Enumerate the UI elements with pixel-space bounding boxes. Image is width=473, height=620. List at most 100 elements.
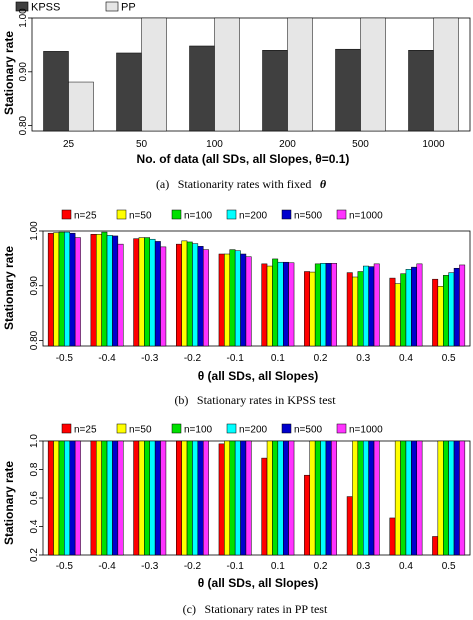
bar xyxy=(144,237,151,347)
bar xyxy=(453,440,460,556)
bar xyxy=(309,440,316,556)
bar xyxy=(320,440,327,556)
bar xyxy=(287,17,313,132)
bar xyxy=(214,17,240,132)
x-tick-label: -0.3 xyxy=(141,353,159,364)
bar xyxy=(314,440,321,556)
bar xyxy=(197,440,204,556)
legend-label: n=500 xyxy=(294,211,323,222)
bar xyxy=(352,440,359,556)
bar xyxy=(186,241,193,347)
bar xyxy=(443,440,449,556)
x-tick-label: 0.3 xyxy=(356,561,370,572)
bar xyxy=(160,440,167,556)
bar xyxy=(245,256,252,347)
legend-swatch xyxy=(116,209,127,220)
panel-c-xlabel: θ (all SDs, all Slopes) xyxy=(198,576,319,590)
bar xyxy=(416,263,423,347)
x-tick-label: 0.1 xyxy=(271,353,285,364)
panel-a-caption-theta: θ xyxy=(320,177,327,191)
bar xyxy=(389,517,396,556)
legend-label: n=100 xyxy=(184,211,213,222)
bar xyxy=(74,237,81,347)
bar xyxy=(149,440,156,556)
bar xyxy=(189,45,215,132)
bar xyxy=(53,232,60,347)
bar xyxy=(197,246,204,347)
bar xyxy=(229,249,236,347)
bar xyxy=(133,238,140,347)
bar xyxy=(266,265,273,347)
bar xyxy=(277,440,284,556)
bar xyxy=(437,440,444,556)
bar xyxy=(192,440,199,556)
legend-swatch xyxy=(281,423,292,434)
bar xyxy=(176,440,182,556)
bar xyxy=(360,17,386,132)
bar xyxy=(368,266,375,347)
bar xyxy=(58,231,65,347)
bar xyxy=(405,440,412,556)
panel-b-caption-text: Stationary rates in KPSS test xyxy=(197,393,336,407)
legend-label: n=50 xyxy=(129,211,152,222)
x-tick-label: 0.5 xyxy=(442,353,456,364)
bar xyxy=(335,48,361,132)
bar xyxy=(459,264,466,347)
bar xyxy=(459,440,466,556)
bar xyxy=(443,275,449,347)
panel-b-ylabel: Stationary rate xyxy=(2,246,16,330)
legend-label: n=1000 xyxy=(349,211,383,222)
bar xyxy=(106,235,113,347)
bar xyxy=(192,243,199,347)
legend-swatch xyxy=(171,209,182,220)
x-tick-label: -0.4 xyxy=(98,561,116,572)
bar xyxy=(149,238,156,347)
bar xyxy=(47,440,54,556)
bar xyxy=(141,17,167,132)
bar xyxy=(272,440,279,556)
bar xyxy=(90,234,97,347)
x-tick-label: 0.5 xyxy=(442,561,456,572)
bar xyxy=(101,231,108,347)
x-tick-label: 500 xyxy=(352,139,369,150)
bar xyxy=(405,269,412,347)
bar xyxy=(331,440,338,556)
bar xyxy=(283,440,289,556)
bar xyxy=(266,440,273,556)
bar xyxy=(224,253,231,347)
bar xyxy=(400,440,407,556)
bar xyxy=(224,440,231,556)
bar xyxy=(133,440,140,556)
legend-swatch xyxy=(61,423,72,434)
panel-b: n=25 n=50 n=100 n=200 n=500 n=1000 0.80 0.90 1.… xyxy=(2,209,471,407)
panel-c-ylabel: Stationary rate xyxy=(2,461,16,545)
legend-swatch-pp xyxy=(105,1,119,12)
bar xyxy=(160,246,167,347)
bar xyxy=(352,276,359,347)
x-tick-label: -0.1 xyxy=(227,353,245,364)
panel-c: n=25 n=50 n=100 n=200 n=500 n=1000 0.20.40.60… xyxy=(2,423,471,617)
bar xyxy=(101,440,108,556)
bar xyxy=(373,440,380,556)
bar xyxy=(325,263,332,347)
y-tick-label: 0.90 xyxy=(29,276,40,296)
panel-c-caption: (c) Stationary rates in PP test xyxy=(183,600,328,617)
panel-a-plot: 0.80 0.90 1.00 25 50 100 200 500 1000 xyxy=(18,8,471,150)
legend-label: n=25 xyxy=(74,211,97,222)
panel-b-plot: 0.80 0.90 1.00 -0.5 -0.4 -0.3 -0.2 -0.1 0.1 0.2 0.… xyxy=(29,221,471,364)
bar xyxy=(432,536,439,556)
bar xyxy=(43,51,69,132)
legend-label: n=100 xyxy=(184,425,213,436)
bar xyxy=(432,278,439,347)
bar xyxy=(69,440,76,556)
bar xyxy=(363,440,369,556)
y-tick-label: 1.00 xyxy=(18,8,29,28)
bar xyxy=(138,237,145,347)
legend-label: n=200 xyxy=(239,425,268,436)
panel-b-xlabel: θ (all SDs, all Slopes) xyxy=(198,369,319,383)
y-tick-label: 0.8 xyxy=(29,462,40,476)
bar xyxy=(320,263,327,347)
bar xyxy=(283,261,289,347)
panel-c-caption-label: (c) xyxy=(183,602,196,616)
legend-label: n=500 xyxy=(294,425,323,436)
